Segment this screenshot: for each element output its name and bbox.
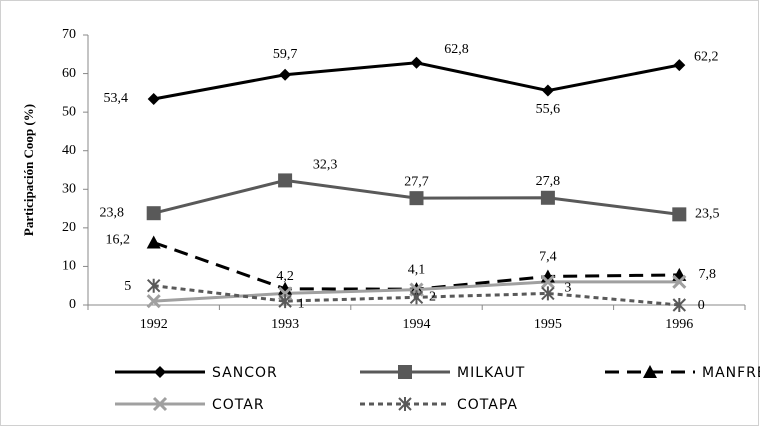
marker <box>409 290 424 305</box>
data-label: 3 <box>564 281 571 296</box>
data-label: 5 <box>124 279 131 294</box>
legend-marker <box>398 365 412 379</box>
data-label: 4,1 <box>408 262 426 277</box>
data-label: 7,4 <box>539 250 557 265</box>
data-label: 16,2 <box>105 233 130 248</box>
marker <box>146 206 161 221</box>
marker <box>672 274 687 289</box>
data-label: 53,4 <box>103 91 128 106</box>
data-label: 27,7 <box>404 174 429 189</box>
marker <box>540 190 555 205</box>
y-tick-label: 10 <box>62 259 76 274</box>
y-axis-title: Participación Coop (%) <box>21 104 36 236</box>
x-tick-label: 1993 <box>271 317 299 332</box>
data-label: 0 <box>698 298 705 313</box>
marker <box>541 286 555 301</box>
data-label: 59,7 <box>273 47 298 62</box>
data-label: 62,2 <box>694 49 719 64</box>
data-label: 2 <box>429 290 436 305</box>
legend-marker <box>152 396 168 412</box>
legend-label: MILKAUT <box>457 365 525 381</box>
marker <box>279 68 292 81</box>
marker <box>410 56 423 69</box>
data-label: 55,6 <box>536 102 561 117</box>
legend-marker <box>398 397 412 411</box>
marker <box>672 207 687 222</box>
legend-label: COTAPA <box>457 397 518 413</box>
marker <box>409 191 424 206</box>
marker <box>147 93 160 106</box>
marker <box>146 278 161 293</box>
legend-label: MANFREY <box>702 365 760 381</box>
marker <box>673 59 686 72</box>
data-label: 23,5 <box>695 207 720 222</box>
legend-marker <box>643 365 657 378</box>
x-tick-label: 1994 <box>403 317 431 332</box>
data-label: 62,8 <box>444 42 469 57</box>
data-label: 32,3 <box>313 158 338 173</box>
x-tick-label: 1996 <box>665 317 693 332</box>
legend-label: COTAR <box>212 397 265 413</box>
marker <box>146 294 161 309</box>
marker <box>540 274 555 289</box>
marker <box>146 235 161 249</box>
y-tick-label: 40 <box>62 143 76 158</box>
legend-label: SANCOR <box>212 365 278 381</box>
y-tick-label: 60 <box>62 66 76 81</box>
data-label: 1 <box>298 296 305 311</box>
y-tick-label: 20 <box>62 220 76 235</box>
marker <box>541 84 554 97</box>
data-label: 7,8 <box>699 267 717 282</box>
y-tick-label: 0 <box>69 297 76 312</box>
y-tick-label: 50 <box>62 104 76 119</box>
x-tick-label: 1992 <box>140 317 168 332</box>
marker <box>672 298 687 312</box>
y-tick-label: 70 <box>62 27 76 42</box>
marker <box>278 294 292 309</box>
data-label: 23,8 <box>99 205 124 220</box>
data-label: 27,8 <box>536 174 561 189</box>
data-label: 4,2 <box>276 269 294 284</box>
x-tick-label: 1995 <box>534 317 562 332</box>
marker <box>278 173 293 188</box>
y-tick-label: 30 <box>62 182 76 197</box>
legend-marker <box>154 366 166 378</box>
